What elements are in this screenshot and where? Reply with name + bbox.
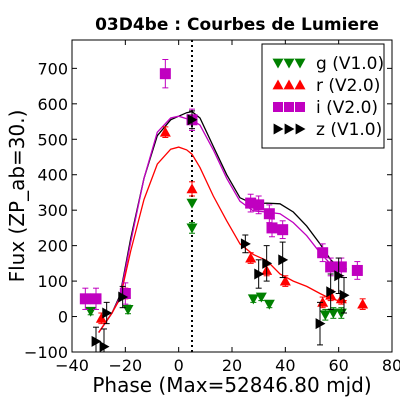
y-tick-label: 500 bbox=[37, 130, 68, 149]
data-point bbox=[90, 293, 102, 305]
data-point bbox=[186, 223, 198, 234]
data-point bbox=[334, 270, 345, 282]
data-point bbox=[186, 183, 198, 194]
legend-entry-i: i (V2.0) bbox=[273, 98, 378, 118]
data-point bbox=[266, 222, 278, 234]
data-point bbox=[327, 308, 339, 319]
x-tick-label: −20 bbox=[108, 356, 142, 375]
x-tick-label: 0 bbox=[174, 356, 184, 375]
model-curve-magenta bbox=[98, 115, 347, 333]
data-point bbox=[91, 335, 102, 347]
data-point bbox=[262, 257, 273, 269]
data-point bbox=[278, 254, 289, 266]
data-point bbox=[85, 306, 97, 317]
series-g bbox=[85, 198, 347, 321]
series-z bbox=[91, 110, 350, 352]
data-point bbox=[357, 298, 369, 309]
data-point bbox=[317, 247, 329, 259]
legend-entry-z: z (V1.0) bbox=[273, 120, 382, 140]
x-tick-label: 40 bbox=[275, 356, 295, 375]
legend-label: z (V1.0) bbox=[316, 120, 382, 140]
legend-marker bbox=[273, 123, 284, 135]
x-tick-label: 20 bbox=[222, 356, 242, 375]
legend-marker bbox=[283, 79, 295, 90]
data-point bbox=[315, 318, 326, 330]
y-tick-label: 600 bbox=[37, 95, 68, 114]
legend-marker bbox=[294, 79, 306, 90]
legend-marker bbox=[284, 123, 295, 135]
data-point bbox=[99, 341, 110, 352]
data-point bbox=[240, 238, 251, 250]
data-point bbox=[319, 310, 331, 321]
data-point bbox=[277, 224, 289, 236]
x-tick-label: 80 bbox=[382, 356, 400, 375]
legend-label: g (V1.0) bbox=[316, 54, 384, 74]
data-point bbox=[245, 252, 257, 263]
data-point bbox=[245, 197, 257, 209]
data-point bbox=[187, 114, 198, 126]
legend-label: r (V2.0) bbox=[316, 76, 380, 96]
legend-marker bbox=[283, 58, 295, 69]
legend-marker bbox=[294, 58, 306, 69]
data-point bbox=[263, 208, 275, 220]
legend-entry-r: r (V2.0) bbox=[272, 76, 380, 96]
legend-marker bbox=[273, 102, 283, 112]
legend-marker bbox=[295, 123, 306, 135]
data-point bbox=[118, 291, 129, 303]
legend-label: i (V2.0) bbox=[316, 98, 378, 118]
data-point bbox=[79, 293, 91, 305]
data-point bbox=[254, 268, 265, 280]
legend-marker bbox=[272, 79, 284, 90]
data-point bbox=[279, 275, 291, 286]
legend-marker bbox=[284, 102, 294, 112]
data-point bbox=[102, 307, 113, 319]
data-point bbox=[335, 308, 347, 319]
data-point bbox=[253, 199, 265, 211]
data-point bbox=[325, 261, 337, 273]
data-point bbox=[119, 288, 131, 299]
y-tick-label: 100 bbox=[37, 272, 68, 291]
x-axis-label: Phase (Max=52846.80 mjd) bbox=[92, 373, 371, 397]
data-point bbox=[159, 68, 171, 80]
model-curve-red bbox=[98, 146, 347, 333]
y-tick-label: 300 bbox=[37, 201, 68, 220]
plot-area bbox=[79, 40, 369, 352]
y-axis-label: Flux (ZP_ab=30.) bbox=[5, 110, 29, 283]
data-point bbox=[339, 289, 350, 301]
axes: −40 −20 0 20 40 60 80 −100 0 100 200 300 400 500 600 70… bbox=[24, 39, 400, 375]
chart-title: 03D4be : Courbes de Lumiere bbox=[95, 15, 379, 35]
legend-marker bbox=[272, 58, 284, 69]
data-point bbox=[159, 126, 171, 137]
y-tick-label: 700 bbox=[37, 59, 68, 78]
data-point bbox=[255, 292, 267, 303]
plot-content bbox=[79, 40, 369, 352]
legend-entry-g: g (V1.0) bbox=[272, 54, 384, 74]
legend-marker bbox=[295, 102, 305, 112]
data-point bbox=[263, 299, 275, 310]
data-point bbox=[351, 264, 363, 276]
y-tick-label: −100 bbox=[24, 343, 68, 362]
y-tick-label: 0 bbox=[58, 308, 68, 327]
y-tick-label: 400 bbox=[37, 166, 68, 185]
y-tick-label: 200 bbox=[37, 237, 68, 256]
data-point bbox=[186, 198, 198, 209]
legend: g (V1.0)r (V2.0)i (V2.0)z (V1.0) bbox=[261, 43, 385, 149]
data-point bbox=[326, 286, 337, 298]
data-point bbox=[247, 294, 259, 305]
x-tick-label: 60 bbox=[328, 356, 348, 375]
x-tick-label: −40 bbox=[55, 356, 89, 375]
legend-box bbox=[261, 43, 385, 149]
data-point bbox=[122, 305, 134, 315]
data-point bbox=[335, 261, 347, 273]
data-point bbox=[95, 312, 107, 323]
